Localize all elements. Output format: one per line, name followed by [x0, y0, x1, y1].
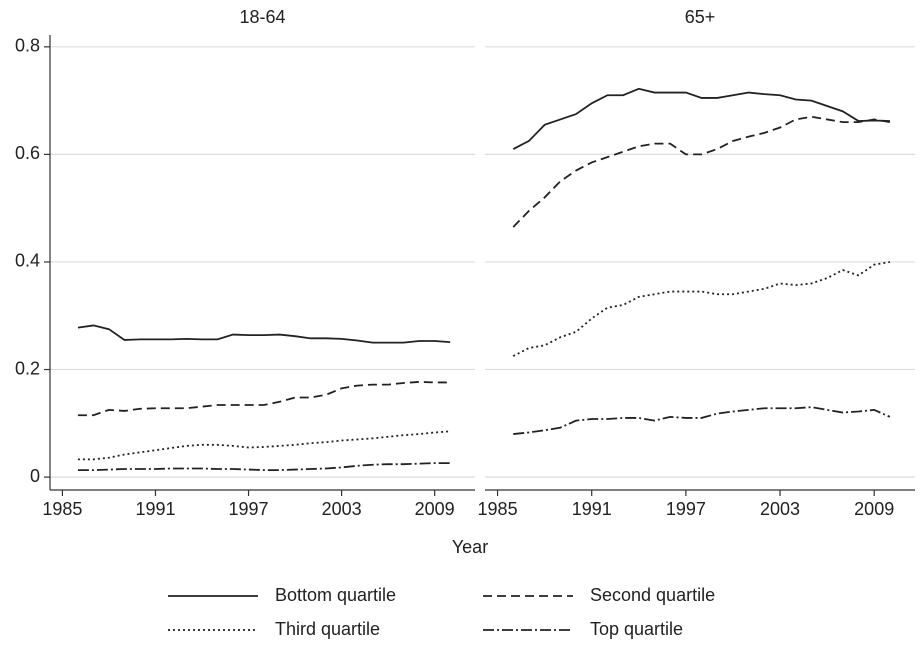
legend-label: Bottom quartile: [275, 585, 396, 605]
series-line: [77, 380, 451, 417]
x-tick-label: 2009: [854, 499, 894, 519]
series-line: [77, 324, 451, 344]
legend-label: Third quartile: [275, 619, 380, 639]
series-line: [512, 87, 890, 150]
x-tick-label: 1991: [135, 499, 175, 519]
x-tick-label: 1997: [666, 499, 706, 519]
x-tick-label: 1985: [42, 499, 82, 519]
x-tick-label: 2003: [760, 499, 800, 519]
panel-title: 65+: [685, 7, 716, 27]
legend-label: Second quartile: [590, 585, 715, 605]
series-line: [77, 430, 451, 461]
x-tick-label: 2003: [322, 499, 362, 519]
x-tick-label: 1997: [229, 499, 269, 519]
y-tick-label: 0.4: [15, 251, 40, 271]
x-axis-label: Year: [452, 537, 488, 557]
series-line: [77, 462, 451, 471]
series-line: [513, 406, 891, 435]
x-tick-label: 1985: [478, 499, 518, 519]
series-line: [512, 261, 891, 357]
y-tick-label: 0.6: [15, 143, 40, 163]
y-tick-label: 0: [30, 466, 40, 486]
legend-label: Top quartile: [590, 619, 683, 639]
y-tick-label: 0.8: [15, 36, 40, 56]
panel-title: 18-64: [239, 7, 285, 27]
x-tick-label: 2009: [415, 499, 455, 519]
x-tick-label: 1991: [572, 499, 612, 519]
series-line: [512, 115, 891, 228]
y-tick-label: 0.2: [15, 358, 40, 378]
